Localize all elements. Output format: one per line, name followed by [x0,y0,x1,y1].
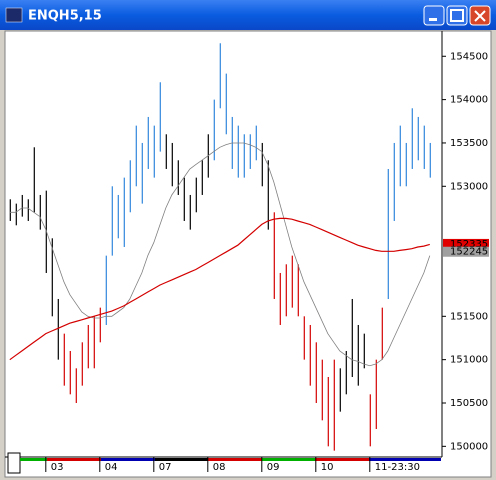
close-button[interactable] [469,5,491,26]
y-tick-label: 150000 [450,441,488,452]
window-icon [5,7,23,23]
chart-area [4,30,492,478]
x-tick-label: 07 [159,462,172,473]
y-tick-label: 151500 [450,311,488,322]
price-marker-box [443,238,489,249]
moving-average-line [9,217,430,361]
price-marker-box [443,246,489,257]
x-tick-label: 11-23:30 [375,462,420,473]
x-tick-label: 09 [267,462,280,473]
x-tick-label: 04 [105,462,118,473]
scroll-box[interactable] [7,452,21,474]
y-tick-label: 154000 [450,95,488,106]
x-tick-label: 03 [51,462,64,473]
x-tick-label: 10 [321,462,334,473]
title-bar [0,0,496,30]
price-marker-label: 152335 [450,239,488,250]
y-tick-label: 150500 [450,398,488,409]
y-tick-label: 153000 [450,181,488,192]
price-marker-label: 152245 [450,247,488,258]
session-strip [20,458,441,461]
y-tick-label: 154500 [450,51,488,62]
moving-average-line [9,142,431,367]
minimize-button[interactable] [423,5,445,26]
x-tick-label: 08 [213,462,226,473]
y-tick-label: 153500 [450,138,488,149]
maximize-button[interactable] [446,5,468,26]
y-tick-label: 151000 [450,355,488,366]
window-title: ENQH5,15 [28,9,102,24]
